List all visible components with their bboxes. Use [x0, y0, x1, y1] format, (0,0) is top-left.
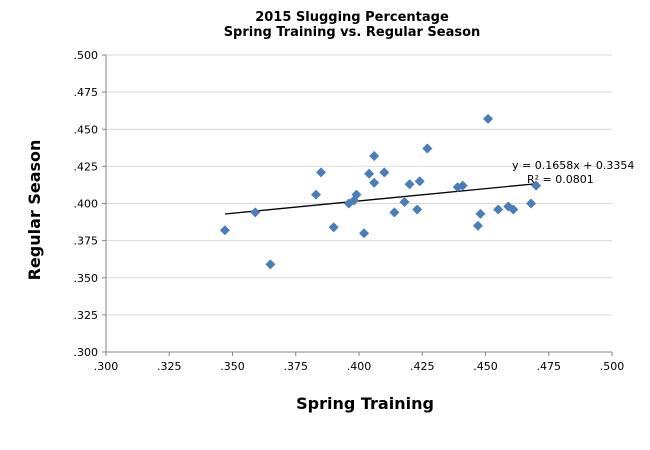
- data-points: [219, 113, 542, 270]
- data-point: [475, 208, 486, 219]
- data-point: [369, 150, 380, 161]
- data-point: [219, 225, 230, 236]
- data-point: [414, 176, 425, 187]
- data-point: [526, 198, 537, 209]
- data-point: [508, 204, 519, 215]
- data-point: [472, 220, 483, 231]
- y-tick-label: .300: [74, 346, 99, 359]
- y-tick-label: .475: [74, 86, 99, 99]
- data-point: [328, 222, 339, 233]
- trendline-equation: y = 0.1658x + 0.3354: [512, 159, 634, 172]
- x-axis-title: Spring Training: [296, 394, 434, 413]
- data-point: [503, 201, 514, 212]
- trendline: [224, 182, 539, 215]
- trendline-group: [224, 182, 539, 215]
- x-tick-label: .425: [410, 360, 435, 373]
- y-axis-title: Regular Season: [25, 140, 44, 281]
- trendline-r-squared: R² = 0.0801: [527, 173, 594, 186]
- data-point: [493, 204, 504, 215]
- data-point: [483, 113, 494, 124]
- data-point: [351, 189, 362, 200]
- x-tick-label: .300: [94, 360, 119, 373]
- data-point: [369, 177, 380, 188]
- data-point: [250, 207, 261, 218]
- y-tick-label: .375: [74, 235, 99, 248]
- y-tick-label: .400: [74, 198, 99, 211]
- data-point: [359, 228, 370, 239]
- x-tick-label: .450: [473, 360, 498, 373]
- x-tick-label: .475: [537, 360, 562, 373]
- x-tick-label: .500: [600, 360, 625, 373]
- axes: [102, 54, 613, 356]
- data-point: [379, 167, 390, 178]
- data-point: [364, 168, 375, 179]
- data-point: [457, 180, 468, 191]
- x-tick-label: .325: [157, 360, 182, 373]
- x-tick-label: .375: [284, 360, 309, 373]
- chart-title-line2: Spring Training vs. Regular Season: [224, 25, 481, 40]
- y-tick-label: .350: [74, 272, 99, 285]
- gridlines: [106, 54, 612, 316]
- data-point: [399, 197, 410, 208]
- y-tick-label: .450: [74, 123, 99, 136]
- y-tick-label: .500: [74, 49, 99, 62]
- x-tick-label: .350: [220, 360, 245, 373]
- y-tick-label: .425: [74, 160, 99, 173]
- data-point: [412, 204, 423, 215]
- tick-labels: .300 .325 .350 .375 .400 .425 .450 .475 .500 .300…: [74, 49, 625, 373]
- data-point: [422, 143, 433, 154]
- data-point: [316, 167, 327, 178]
- data-point: [404, 179, 415, 190]
- chart-title-line1: 2015 Slugging Percentage: [255, 10, 449, 25]
- data-point: [265, 259, 276, 270]
- data-point: [389, 207, 400, 218]
- data-point: [531, 180, 542, 191]
- x-tick-label: .400: [347, 360, 372, 373]
- y-tick-label: .325: [74, 309, 99, 322]
- data-point: [310, 189, 321, 200]
